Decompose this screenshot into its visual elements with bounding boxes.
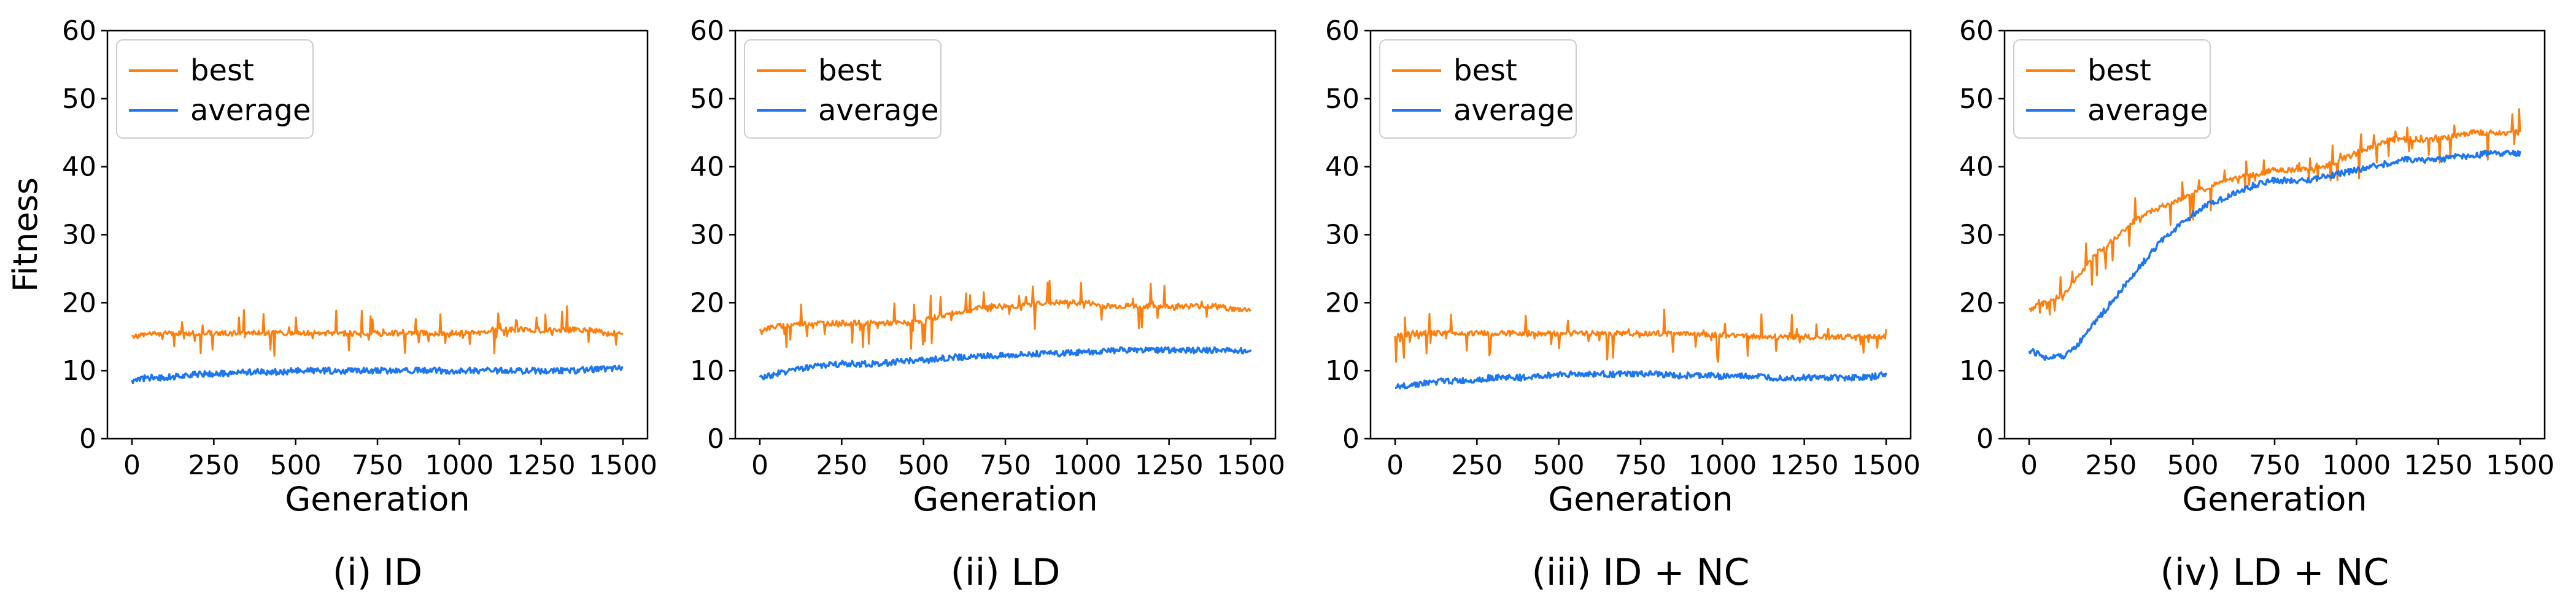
x-tick-label: 750 xyxy=(352,450,403,481)
panel-caption: (ii) LD xyxy=(951,551,1061,594)
y-tick-label: 10 xyxy=(690,355,724,387)
x-tick-label: 500 xyxy=(270,450,322,481)
legend-label-best: best xyxy=(1453,53,1517,88)
legend-box xyxy=(744,39,942,139)
x-tick-label: 1250 xyxy=(1770,450,1839,481)
y-tick-label: 20 xyxy=(1959,287,1994,318)
x-axis-label: Generation xyxy=(913,480,1097,518)
y-tick-label: 10 xyxy=(1325,355,1360,387)
legend-label-best: best xyxy=(2087,53,2151,88)
series-line-average xyxy=(759,346,1252,380)
legend-label-average: average xyxy=(190,93,311,128)
x-tick-label: 500 xyxy=(1533,450,1585,481)
x-tick-label: 250 xyxy=(2085,450,2137,481)
panel-caption: (iv) LD + NC xyxy=(2160,551,2389,594)
y-tick-label: 0 xyxy=(1342,423,1360,455)
series-line-best xyxy=(1394,309,1887,363)
x-tick-label: 0 xyxy=(123,450,141,481)
legend-box xyxy=(2013,39,2211,139)
x-tick-label: 1500 xyxy=(1216,450,1285,481)
x-tick-label: 1500 xyxy=(589,450,657,481)
x-tick-label: 500 xyxy=(898,450,950,481)
series-line-best xyxy=(759,279,1251,350)
series-line-average xyxy=(1394,370,1887,390)
y-tick-label: 0 xyxy=(1976,423,1994,455)
x-tick-label: 1500 xyxy=(1852,450,1920,481)
x-tick-label: 1000 xyxy=(1053,450,1121,481)
x-tick-label: 1000 xyxy=(425,450,493,481)
x-tick-label: 1000 xyxy=(2322,450,2391,481)
x-tick-label: 250 xyxy=(188,450,239,481)
x-tick-label: 1250 xyxy=(1135,450,1204,481)
series-line-best xyxy=(2029,108,2521,316)
x-tick-label: 750 xyxy=(980,450,1031,481)
y-tick-label: 60 xyxy=(62,15,96,47)
y-tick-label: 30 xyxy=(1959,220,1994,251)
x-tick-label: 0 xyxy=(1387,450,1404,481)
y-tick-label: 30 xyxy=(1325,220,1360,251)
y-tick-label: 60 xyxy=(1325,15,1360,47)
x-tick-label: 0 xyxy=(2021,450,2038,481)
y-tick-label: 50 xyxy=(62,83,96,115)
chart-panel-3: 0 10 20 30 40 50 60 0 250 500 750 1000 1250 1500 Gener… xyxy=(1325,15,1920,594)
x-axis-label: Generation xyxy=(1548,480,1733,518)
x-tick-label: 1250 xyxy=(2404,450,2473,481)
legend-label-average: average xyxy=(1453,93,1574,128)
x-tick-label: 1250 xyxy=(507,450,576,481)
y-tick-label: 50 xyxy=(1959,83,1994,115)
x-tick-label: 250 xyxy=(1451,450,1503,481)
legend-label-average: average xyxy=(2087,93,2208,128)
y-tick-label: 50 xyxy=(690,83,724,115)
y-tick-label: 60 xyxy=(1959,15,1994,47)
y-tick-label: 40 xyxy=(62,152,96,183)
legend-box xyxy=(116,39,314,139)
chart-panel-1: 0 10 20 30 40 50 60 0 250 500 750 1000 1250 1500 Gener… xyxy=(6,15,657,594)
x-tick-label: 1500 xyxy=(2486,450,2555,481)
y-tick-label: 20 xyxy=(62,287,96,318)
y-tick-label: 10 xyxy=(1959,355,1994,387)
y-tick-label: 0 xyxy=(707,423,724,455)
x-tick-label: 250 xyxy=(816,450,867,481)
y-tick-label: 40 xyxy=(1959,152,1994,183)
y-tick-label: 20 xyxy=(690,287,724,318)
x-tick-label: 750 xyxy=(1615,450,1666,481)
chart-panel-4: 0 10 20 30 40 50 60 0 250 500 750 1000 1250 1500 Gener… xyxy=(1959,15,2555,594)
x-tick-label: 750 xyxy=(2249,450,2300,481)
y-tick-label: 30 xyxy=(690,220,724,251)
panel-caption: (iii) ID + NC xyxy=(1532,551,1750,594)
x-tick-label: 500 xyxy=(2167,450,2219,481)
x-axis-label: Generation xyxy=(285,480,470,518)
series-line-average xyxy=(131,364,624,385)
y-tick-label: 50 xyxy=(1325,83,1360,115)
y-tick-label: 40 xyxy=(1325,152,1360,183)
y-tick-label: 60 xyxy=(690,15,724,47)
x-tick-label: 0 xyxy=(751,450,768,481)
series-line-best xyxy=(131,305,624,357)
y-tick-label: 40 xyxy=(690,152,724,183)
legend-label-best: best xyxy=(818,53,882,88)
chart-panel-2: 0 10 20 30 40 50 60 0 250 500 750 1000 1250 1500 Gener… xyxy=(690,15,1285,594)
legend-box xyxy=(1379,39,1577,139)
legend-label-average: average xyxy=(818,93,939,128)
x-axis-label: Generation xyxy=(2182,480,2367,518)
x-tick-label: 1000 xyxy=(1688,450,1757,481)
panel-caption: (i) ID xyxy=(333,551,422,594)
legend-label-best: best xyxy=(190,53,254,88)
y-tick-label: 30 xyxy=(62,220,96,251)
series-line-average xyxy=(2028,149,2521,361)
y-axis-label: Fitness xyxy=(6,177,45,292)
y-tick-label: 0 xyxy=(79,423,96,455)
y-tick-label: 10 xyxy=(62,355,96,387)
y-tick-label: 20 xyxy=(1325,287,1360,318)
